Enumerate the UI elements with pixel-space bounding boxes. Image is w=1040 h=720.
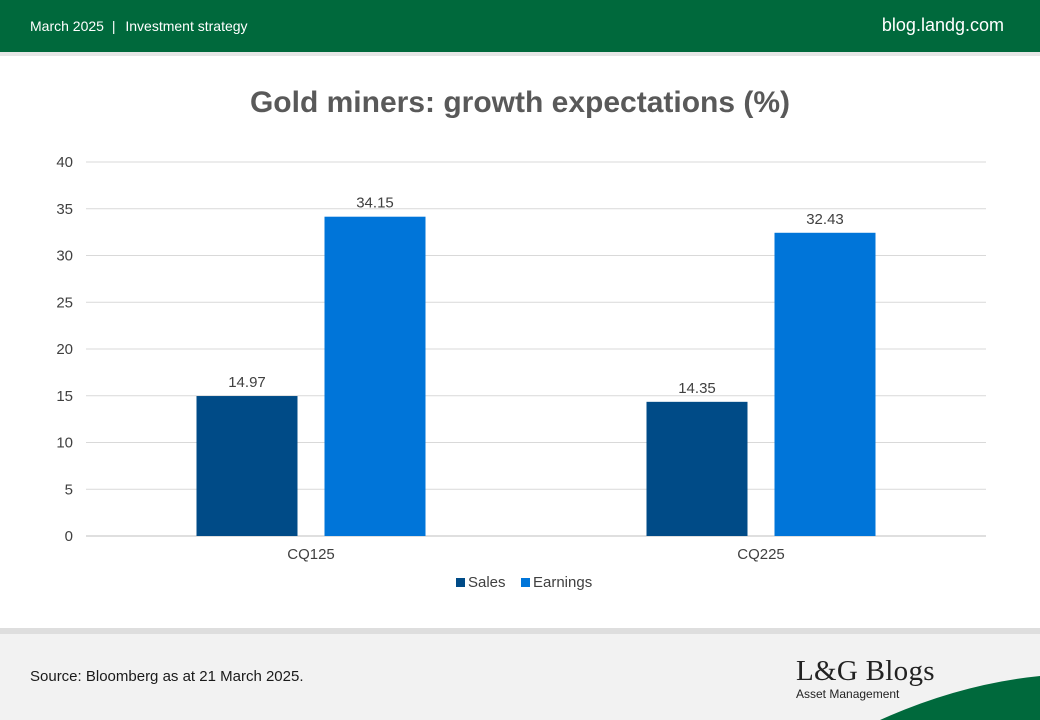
bar-sales: [646, 401, 748, 536]
source-note: Source: Bloomberg as at 21 March 2025.: [30, 668, 304, 685]
header-section: Investment strategy: [125, 18, 248, 34]
y-tick-label: 0: [65, 528, 73, 545]
legend-swatch-earnings: [521, 578, 530, 587]
brand-logo[interactable]: L&G Blogs Asset Management: [796, 656, 935, 701]
bar-sales: [196, 396, 298, 536]
legend-label-earnings: Earnings: [533, 574, 592, 591]
y-tick-label: 5: [65, 481, 73, 498]
header-divider: [0, 52, 1040, 56]
legend-swatch-sales: [456, 578, 465, 587]
header-site-link[interactable]: blog.landg.com: [881, 15, 1004, 35]
bar-earnings: [324, 216, 426, 536]
data-label: 14.97: [228, 374, 266, 391]
y-tick-label: 35: [56, 201, 73, 218]
y-tick-label: 30: [56, 248, 73, 265]
footer-divider: [0, 628, 1040, 634]
x-tick-label: CQ225: [737, 546, 785, 563]
legend-label-sales: Sales: [468, 574, 506, 591]
header-meta: March 2025 | Investment strategy: [30, 18, 248, 34]
data-label: 14.35: [678, 380, 716, 397]
data-label: 32.43: [806, 211, 844, 228]
bar-chart: Gold miners: growth expectations (%) 0 5 10…: [56, 86, 986, 591]
y-tick-label: 10: [56, 435, 73, 452]
header-bar: March 2025 | Investment strategy blog.la…: [0, 0, 1040, 52]
y-tick-label: 20: [56, 341, 73, 358]
brand-swoosh: [880, 676, 1040, 720]
x-tick-label: CQ125: [287, 546, 335, 563]
brand-name: L&G Blogs: [796, 655, 935, 687]
footer: Source: Bloomberg as at 21 March 2025. L…: [0, 634, 1040, 720]
y-tick-label: 40: [56, 154, 73, 171]
bar-earnings: [774, 232, 876, 537]
y-tick-label: 15: [56, 388, 73, 405]
y-tick-label: 25: [56, 294, 73, 311]
brand-subtitle: Asset Management: [796, 687, 900, 701]
header-date: March 2025: [30, 18, 104, 34]
data-label: 34.15: [356, 195, 394, 212]
header-separator: |: [111, 18, 116, 34]
chart-title: Gold miners: growth expectations (%): [250, 86, 790, 119]
